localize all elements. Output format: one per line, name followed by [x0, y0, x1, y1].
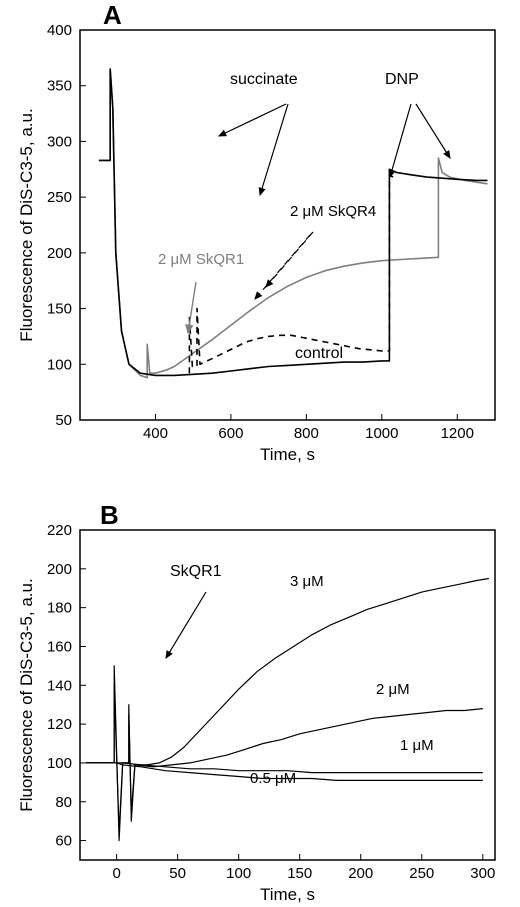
- svg-text:2 μM: 2 μM: [376, 681, 410, 698]
- svg-text:300: 300: [47, 133, 72, 150]
- svg-text:200: 200: [348, 865, 373, 882]
- svg-text:100: 100: [47, 356, 72, 373]
- svg-text:SkQR1: SkQR1: [170, 563, 222, 580]
- svg-text:150: 150: [287, 865, 312, 882]
- svg-text:0: 0: [112, 865, 120, 882]
- svg-text:220: 220: [47, 522, 72, 539]
- panel-b-svg: 0501001502002503006080100120140160180200…: [80, 530, 495, 860]
- svg-text:140: 140: [47, 677, 72, 694]
- svg-text:400: 400: [143, 425, 168, 442]
- svg-text:1 μM: 1 μM: [400, 737, 434, 754]
- svg-text:Fluorescence of DiS-C3-5, a.u.: Fluorescence of DiS-C3-5, a.u.: [17, 578, 36, 811]
- svg-text:600: 600: [218, 425, 243, 442]
- panel-b: 0501001502002503006080100120140160180200…: [80, 530, 495, 860]
- svg-text:100: 100: [226, 865, 251, 882]
- panel-a-svg: 4006008001000120050100150200250300350400…: [80, 30, 495, 420]
- svg-text:180: 180: [47, 600, 72, 617]
- svg-text:2 μM SkQR4: 2 μM SkQR4: [290, 203, 376, 220]
- svg-text:Fluorescence of DiS-C3-5, a.u.: Fluorescence of DiS-C3-5, a.u.: [17, 108, 36, 341]
- svg-text:1200: 1200: [441, 425, 474, 442]
- svg-text:50: 50: [169, 865, 186, 882]
- svg-text:1000: 1000: [365, 425, 398, 442]
- svg-text:150: 150: [47, 301, 72, 318]
- svg-text:200: 200: [47, 245, 72, 262]
- svg-text:160: 160: [47, 638, 72, 655]
- svg-text:DNP: DNP: [385, 71, 419, 88]
- svg-text:250: 250: [409, 865, 434, 882]
- svg-text:300: 300: [470, 865, 495, 882]
- svg-text:80: 80: [55, 794, 72, 811]
- svg-text:50: 50: [55, 412, 72, 429]
- svg-text:Time, s: Time, s: [260, 445, 315, 464]
- svg-text:Time, s: Time, s: [260, 885, 315, 904]
- svg-text:3 μM: 3 μM: [290, 573, 324, 590]
- panel-a: 4006008001000120050100150200250300350400…: [80, 30, 495, 420]
- svg-text:350: 350: [47, 78, 72, 95]
- svg-text:succinate: succinate: [230, 71, 298, 88]
- svg-text:250: 250: [47, 189, 72, 206]
- figure-root: A 40060080010001200501001502002503003504…: [0, 0, 520, 907]
- panel-a-label: A: [103, 0, 122, 31]
- svg-text:800: 800: [294, 425, 319, 442]
- svg-text:200: 200: [47, 561, 72, 578]
- panel-b-label: B: [100, 500, 119, 531]
- svg-text:0.5 μM: 0.5 μM: [250, 770, 296, 787]
- svg-text:100: 100: [47, 755, 72, 772]
- svg-text:120: 120: [47, 716, 72, 733]
- svg-text:2 μM SkQR1: 2 μM SkQR1: [158, 251, 244, 268]
- svg-text:control: control: [295, 345, 343, 362]
- svg-text:400: 400: [47, 22, 72, 39]
- svg-text:60: 60: [55, 833, 72, 850]
